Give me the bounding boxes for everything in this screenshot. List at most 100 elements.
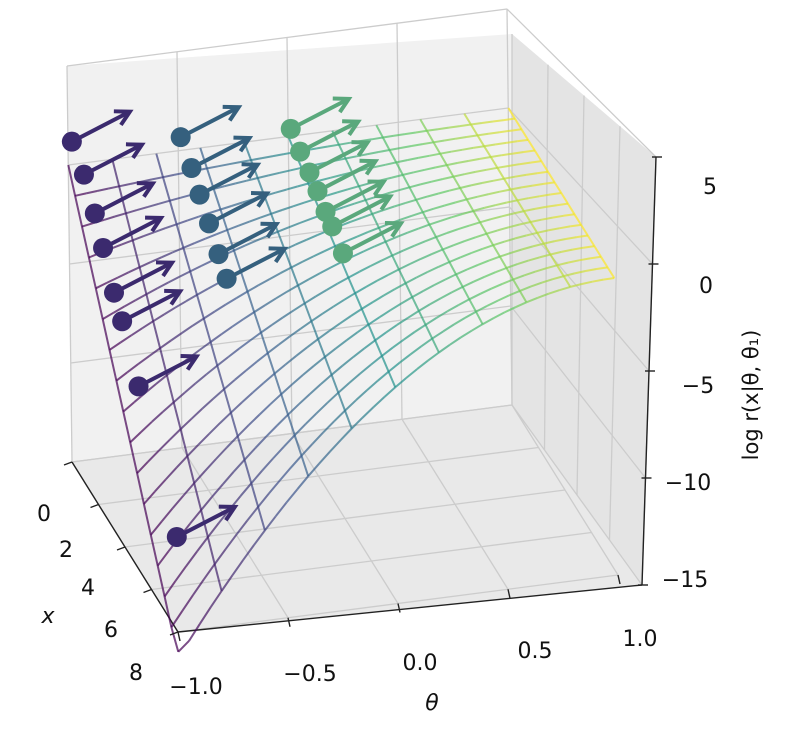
surface-x-seg xyxy=(475,305,488,313)
surface-x-seg xyxy=(468,157,480,162)
surface-x-seg xyxy=(494,141,507,146)
surface-x-seg xyxy=(356,231,369,238)
surface-x-seg xyxy=(523,207,536,213)
surface-x-seg xyxy=(329,439,342,453)
surface-x-seg xyxy=(361,301,374,310)
surface-x-seg xyxy=(181,324,194,334)
surface-x-seg xyxy=(464,170,476,176)
surface-x-seg xyxy=(267,343,280,354)
arrow-origin-point xyxy=(170,127,191,148)
surface-x-seg xyxy=(563,213,575,217)
arrow-head xyxy=(180,354,201,371)
surface-x-seg xyxy=(442,323,455,333)
surface-x-seg xyxy=(376,274,389,282)
arrow-head xyxy=(260,221,281,239)
surface-x-seg xyxy=(319,266,332,275)
surface-x-seg xyxy=(320,374,333,386)
surface-x-seg xyxy=(257,278,270,287)
surface-x-seg xyxy=(126,363,139,374)
surface-x-seg xyxy=(349,216,362,223)
surface-x-seg xyxy=(460,329,473,339)
surface-x-seg xyxy=(249,331,262,342)
surface-x-seg xyxy=(519,285,532,292)
arrow-shaft xyxy=(121,289,182,324)
surface-x-seg xyxy=(395,159,408,164)
surface-x-seg xyxy=(335,339,348,350)
arrow-shaft xyxy=(137,354,198,389)
surface-x-seg xyxy=(472,145,485,149)
surface-x-seg xyxy=(449,256,461,263)
surface-x-seg xyxy=(464,310,477,319)
surface-x-seg xyxy=(486,229,498,235)
surface-x-seg xyxy=(453,173,465,178)
surface-x-seg xyxy=(545,264,558,270)
surface-x-seg xyxy=(470,122,483,126)
surface-x-seg xyxy=(268,479,281,495)
surface-x-seg xyxy=(508,223,520,229)
surface-x-seg xyxy=(420,337,433,348)
surface-x-seg xyxy=(385,324,398,334)
surface-x-seg xyxy=(253,529,266,546)
surface-x-seg xyxy=(209,590,223,608)
arrow-head xyxy=(268,246,289,264)
surface-x-seg xyxy=(235,179,247,185)
surface-x-seg xyxy=(122,401,135,413)
surface-x-seg xyxy=(200,496,213,511)
arrow-shaft xyxy=(308,140,369,175)
surface-x-seg xyxy=(393,202,406,208)
surface-x-seg xyxy=(285,488,299,504)
surface-x-seg xyxy=(269,393,282,405)
surface-x-seg xyxy=(307,463,320,477)
surface-x-seg xyxy=(155,374,168,385)
surface-x-seg xyxy=(543,181,555,185)
arrow-origin-point xyxy=(189,184,210,205)
surface-x-seg xyxy=(526,296,538,304)
surface-x-seg xyxy=(521,245,534,251)
surface-x-seg xyxy=(380,254,393,262)
surface-x-seg xyxy=(506,263,518,269)
surface-x-seg xyxy=(435,232,448,239)
surface-x-seg xyxy=(567,259,580,264)
surface-x-seg xyxy=(292,201,305,208)
surface-x-seg xyxy=(403,331,416,341)
surface-x-seg xyxy=(257,492,270,508)
surface-x-seg xyxy=(124,299,136,308)
side-grid-x-2 xyxy=(576,95,585,496)
surface-x-seg xyxy=(416,271,428,279)
surface-x-seg xyxy=(214,303,227,313)
arrow-origin-point xyxy=(166,526,187,547)
surface-x-seg xyxy=(247,413,261,426)
surface-x-seg xyxy=(414,323,427,333)
surface-x-seg xyxy=(279,467,292,482)
surface-x-seg xyxy=(145,287,158,296)
arrow-head xyxy=(155,260,176,278)
back-grid-theta-3 xyxy=(396,23,403,420)
surface-x-seg xyxy=(231,318,244,328)
surface-x-seg xyxy=(470,182,483,187)
x-tick-mark-4 xyxy=(169,631,179,636)
surface-x-seg xyxy=(512,151,524,155)
surface-x-seg xyxy=(199,341,212,351)
surface-x-seg xyxy=(175,455,189,469)
surface-x-seg xyxy=(585,268,597,272)
surface-x-seg xyxy=(345,155,357,160)
surface-x-seg xyxy=(288,222,301,229)
surface-x-seg xyxy=(536,229,549,234)
surface-x-seg xyxy=(312,250,325,258)
surface-x-seg xyxy=(347,185,360,191)
surface-x-seg xyxy=(448,187,461,192)
surface-x-seg xyxy=(363,339,376,350)
surface-x-seg xyxy=(290,166,302,172)
surface-x-seg xyxy=(163,580,177,598)
surface-x-seg xyxy=(297,278,310,287)
arrow-head xyxy=(374,194,394,211)
theta-tick-mark-1 xyxy=(287,617,291,627)
arrow-origin-point xyxy=(216,268,237,289)
surface-x-seg xyxy=(525,231,538,237)
surface-x-seg xyxy=(230,401,243,414)
surface-x-seg xyxy=(466,195,478,201)
surface-x-seg xyxy=(272,446,285,460)
surface-x-seg xyxy=(486,166,498,171)
surface-x-seg xyxy=(359,363,372,375)
surface-x-seg xyxy=(444,201,456,207)
